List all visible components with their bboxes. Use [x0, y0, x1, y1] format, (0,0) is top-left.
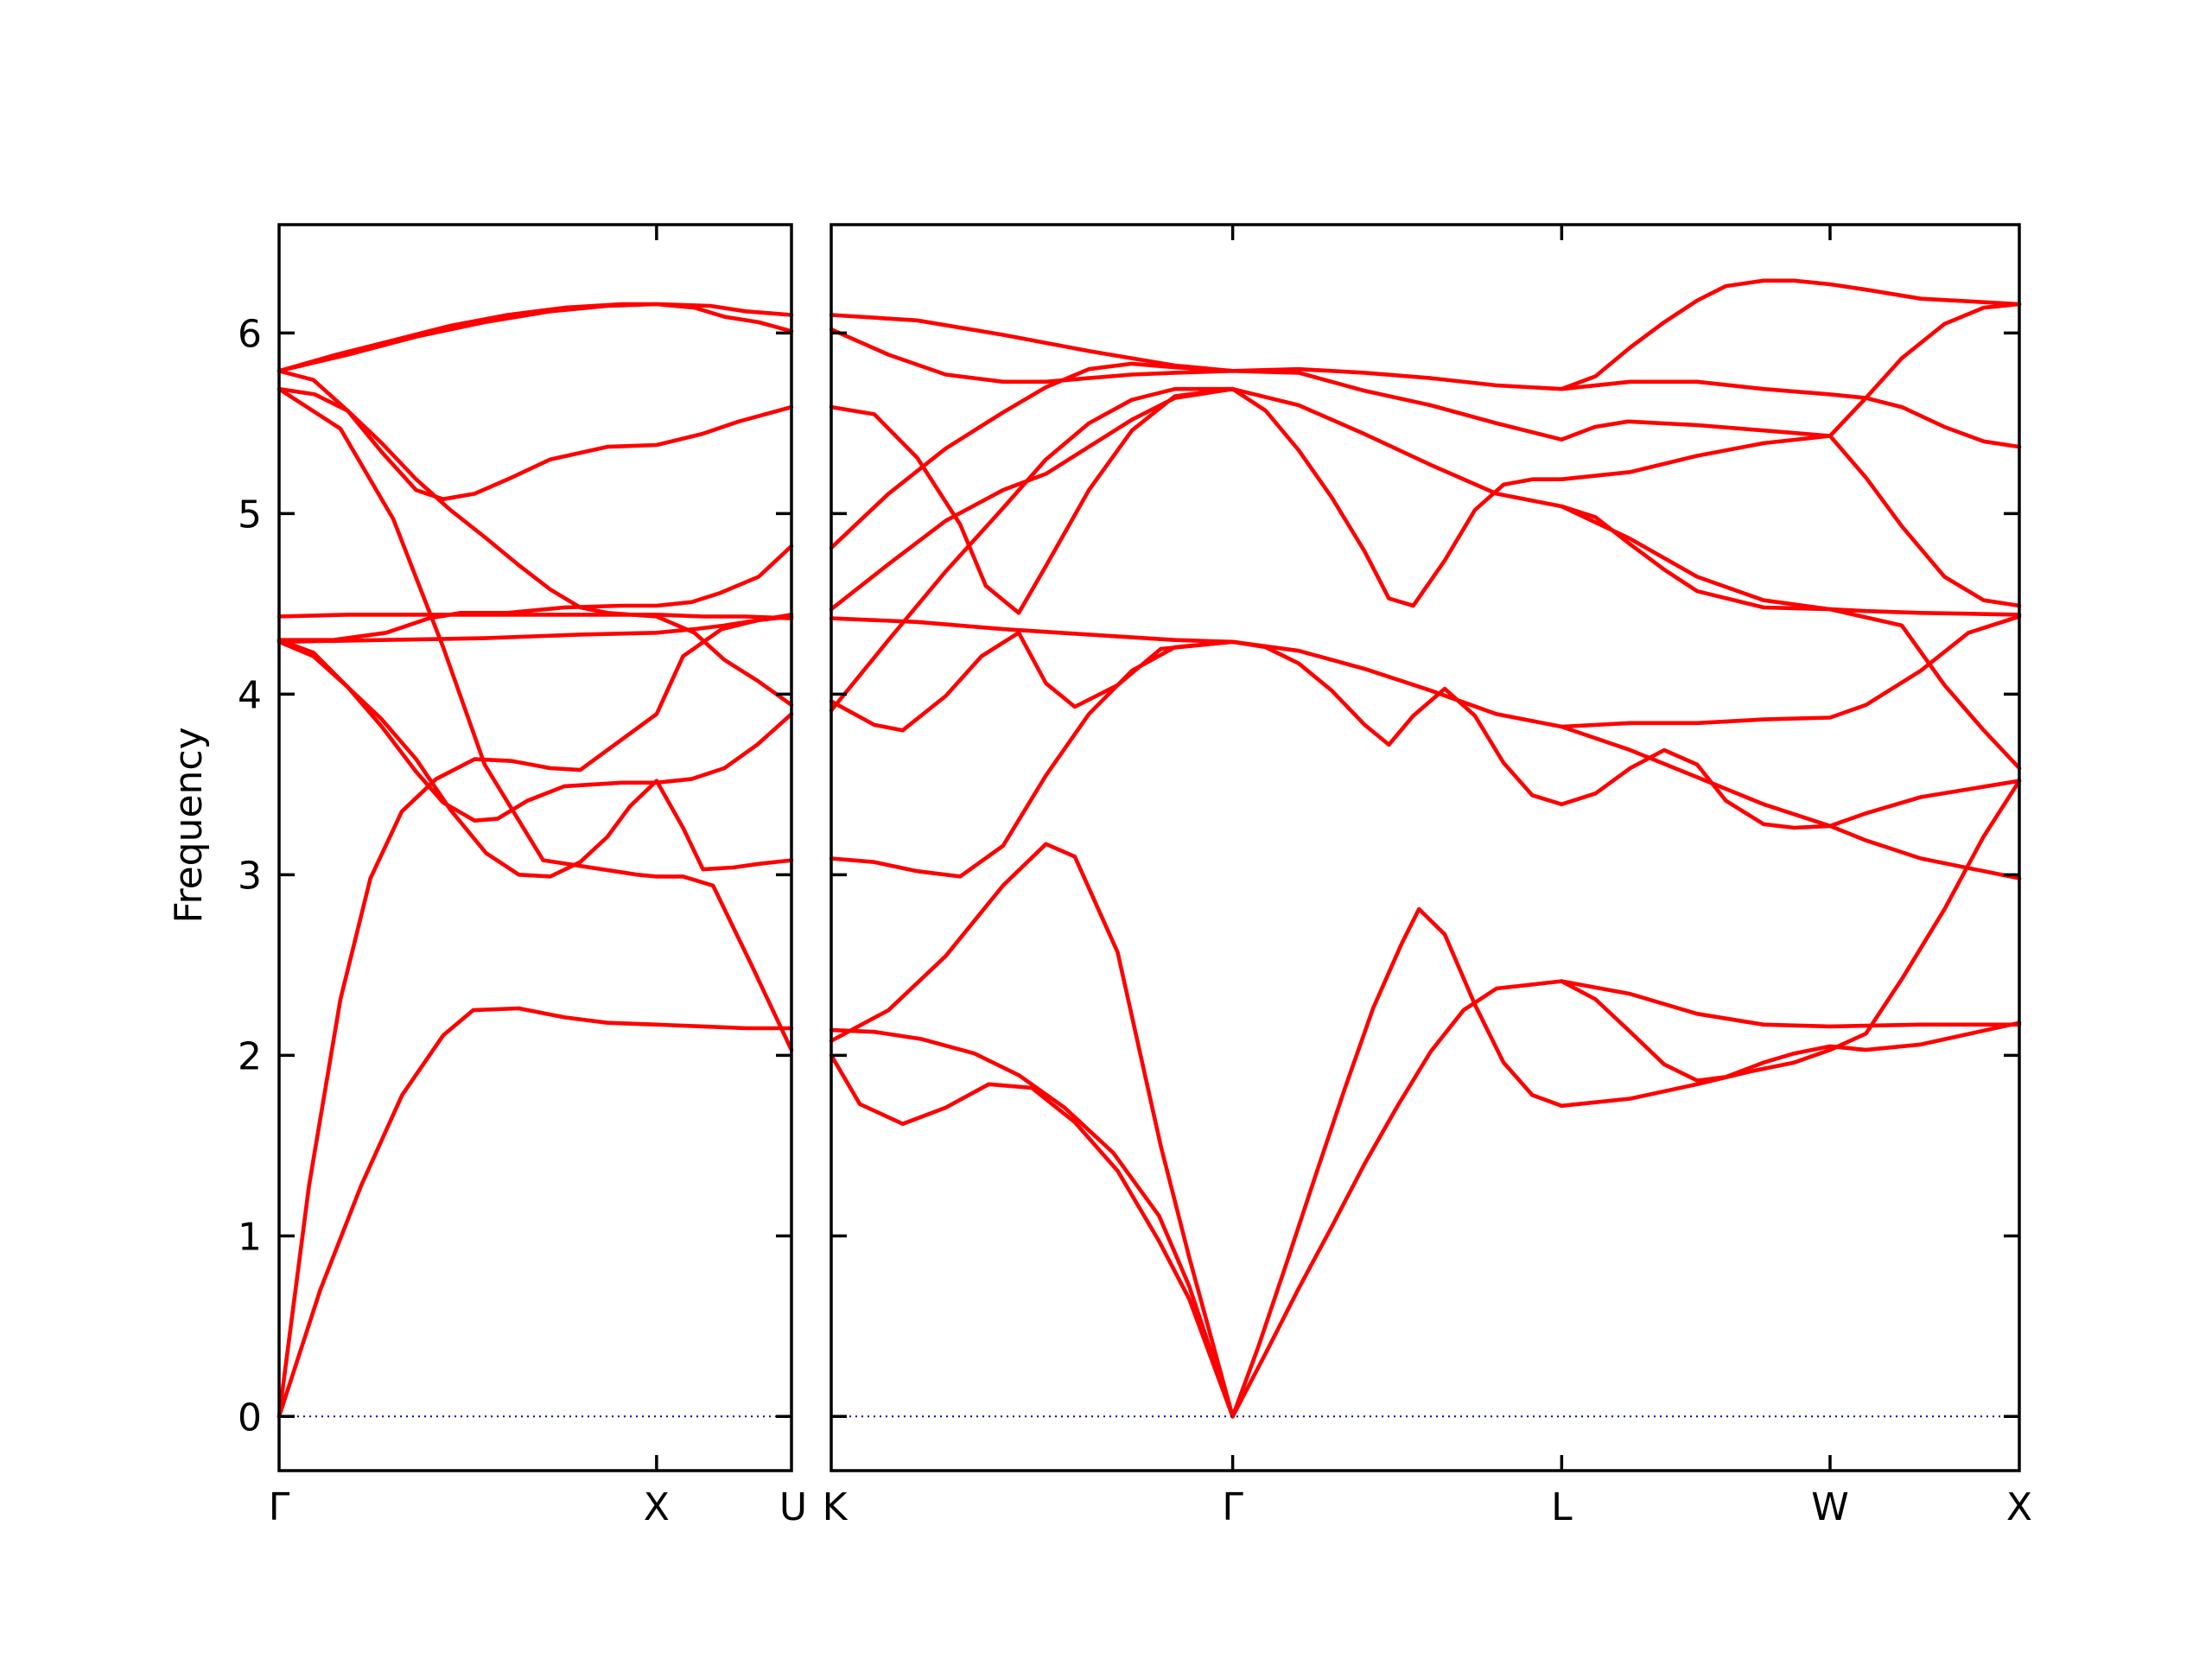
left-band-7	[276, 639, 794, 823]
right-band-15	[1230, 639, 1564, 807]
right-kpoint-label-0: K	[823, 1485, 849, 1529]
right-band-21	[1560, 779, 2022, 1109]
right-band-10	[829, 386, 1235, 615]
right-band-24	[1560, 747, 2022, 830]
y-tick-label-1: 1	[238, 1215, 262, 1259]
y-tick-label-2: 2	[238, 1034, 262, 1078]
right-band-31	[1560, 379, 2022, 449]
right-kpoint-label-1: Γ	[1222, 1485, 1243, 1529]
right-band-lines	[829, 278, 2022, 1419]
left-kpoint-label-0: Γ	[269, 1485, 290, 1529]
right-band-29	[1560, 434, 2022, 608]
right-band-16	[1230, 639, 1564, 729]
right-band-5	[829, 631, 1235, 733]
left-band-lines	[276, 302, 794, 1419]
right-band-8	[829, 386, 1235, 612]
right-band-4	[829, 639, 1235, 879]
right-band-17	[1230, 386, 1564, 608]
left-band-1	[276, 1006, 794, 1419]
right-kpoint-label-4: X	[2006, 1485, 2032, 1529]
y-tick-label-4: 4	[238, 673, 262, 717]
right-band-25	[1560, 724, 2022, 880]
right-band-9	[829, 361, 1235, 550]
left-band-8	[276, 386, 794, 708]
right-band-32	[1560, 278, 2022, 391]
left-band-12	[276, 614, 794, 645]
y-axis-label: Frequency	[167, 727, 211, 923]
left-kpoint-label-2: U	[779, 1485, 807, 1529]
right-band-19	[1230, 369, 1630, 442]
right-band-12	[829, 313, 1235, 373]
right-band-2	[829, 1053, 1235, 1419]
right-band-13	[1230, 906, 1564, 1419]
right-band-22	[1560, 979, 2022, 1083]
left-band-11	[276, 302, 794, 373]
right-kpoint-label-3: W	[1811, 1485, 1849, 1529]
right-band-23	[1560, 979, 2022, 1029]
right-band-11	[829, 327, 1235, 385]
left-band-10	[276, 613, 794, 620]
left-band-9	[276, 638, 794, 879]
right-band-1	[829, 1027, 1235, 1419]
right-plot-frame	[830, 223, 2021, 1472]
right-band-28	[1560, 504, 2022, 771]
right-band-18	[1230, 386, 1564, 509]
right-band-26	[1560, 614, 2022, 729]
right-band-3	[829, 842, 1235, 1419]
y-tick-label-3: 3	[238, 854, 262, 898]
left-ticks: 0 1 2 3 4 5 6 Γ X U	[238, 225, 807, 1529]
left-band-2	[276, 613, 794, 1419]
panel-left: 0 1 2 3 4 5 6 Γ X U	[238, 223, 807, 1529]
right-band-30	[1625, 302, 2022, 438]
right-kpoint-label-2: L	[1551, 1485, 1573, 1529]
left-band-5	[276, 302, 794, 373]
right-band-14	[1230, 979, 1564, 1419]
left-band-3	[276, 386, 794, 1052]
left-kpoint-label-1: X	[644, 1485, 670, 1529]
right-band-7	[829, 386, 1235, 713]
right-band-27	[1560, 504, 2022, 617]
y-tick-label-0: 0	[238, 1395, 262, 1440]
y-tick-label-5: 5	[238, 493, 262, 537]
right-band-20	[1230, 366, 1564, 391]
left-plot-frame	[277, 223, 793, 1472]
left-band-4	[276, 369, 794, 501]
y-tick-label-6: 6	[238, 312, 262, 356]
